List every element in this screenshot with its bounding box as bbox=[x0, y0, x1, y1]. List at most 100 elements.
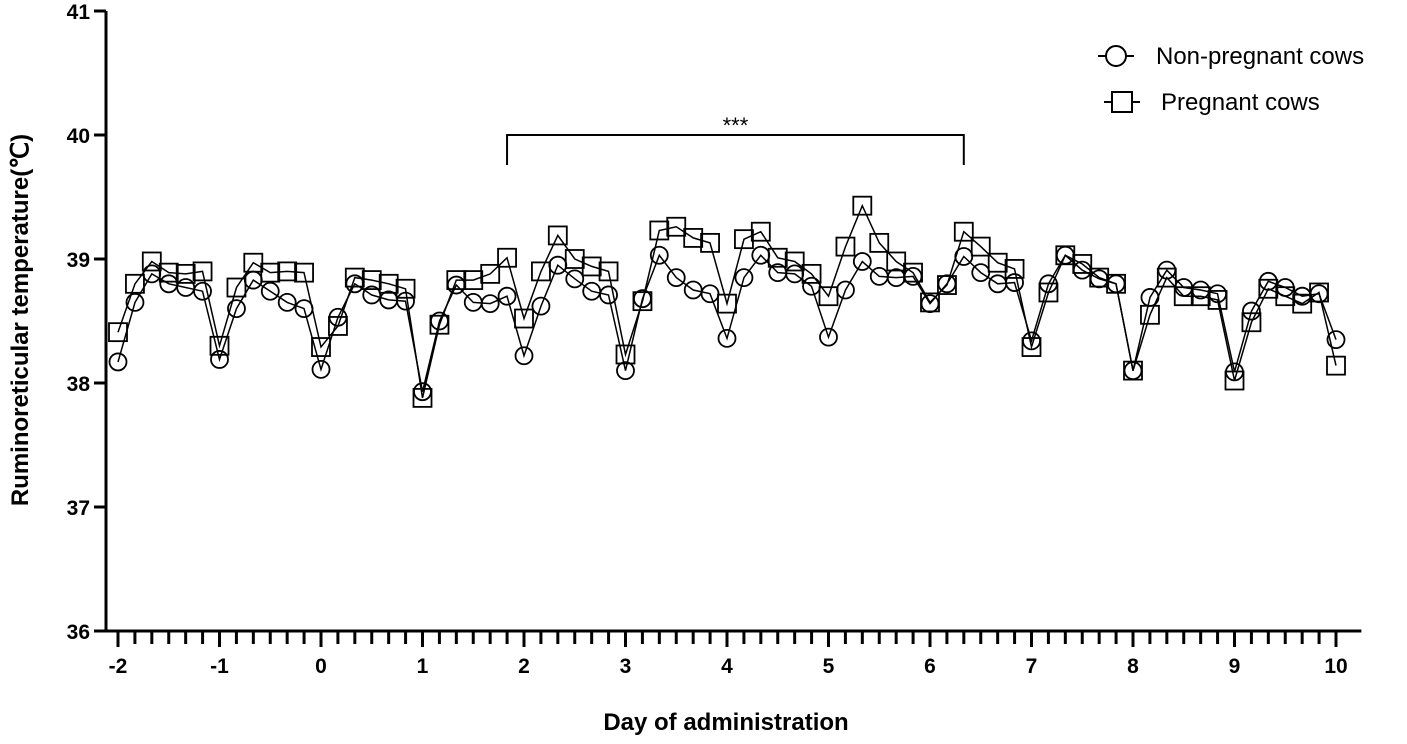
data-point-square bbox=[666, 216, 687, 237]
legend-item-pregnant: Pregnant cows bbox=[1104, 89, 1320, 116]
data-point-square bbox=[1123, 360, 1143, 381]
data-point-circle bbox=[649, 245, 669, 265]
data-point-square bbox=[700, 232, 720, 253]
data-point-circle bbox=[514, 346, 534, 366]
data-point-square bbox=[683, 228, 704, 248]
data-point-square bbox=[886, 251, 907, 272]
data-point-square bbox=[953, 221, 974, 242]
data-point-square bbox=[1326, 355, 1346, 376]
data-point-square bbox=[1292, 293, 1313, 314]
series-line bbox=[117, 203, 1337, 399]
x-tick-label: -2 bbox=[109, 655, 128, 678]
legend-label-non-pregnant: Non-pregnant cows bbox=[1156, 43, 1364, 70]
x-tick-label: 6 bbox=[924, 655, 936, 678]
data-point-circle bbox=[480, 294, 500, 314]
data-point-square bbox=[818, 286, 839, 307]
data-point-square bbox=[970, 236, 991, 257]
y-tick-label: 41 bbox=[67, 1, 91, 24]
data-point-square bbox=[1089, 267, 1110, 288]
data-point-circle bbox=[1326, 330, 1346, 350]
data-point-square bbox=[632, 291, 653, 312]
data-point-square bbox=[412, 387, 433, 408]
data-point-square bbox=[108, 322, 128, 343]
data-point-square bbox=[1072, 254, 1093, 274]
data-point-square bbox=[937, 275, 957, 295]
significance-label: *** bbox=[723, 113, 749, 138]
data-point-circle bbox=[108, 352, 128, 372]
y-tick-label: 38 bbox=[67, 373, 91, 396]
data-point-square bbox=[1241, 312, 1262, 333]
x-tick-label: 4 bbox=[721, 655, 733, 678]
data-point-square bbox=[463, 270, 484, 290]
data-point-square bbox=[801, 263, 822, 284]
data-point-square bbox=[615, 344, 636, 365]
data-point-square bbox=[1004, 259, 1025, 279]
x-tick-label: 8 bbox=[1127, 655, 1139, 678]
data-point-square bbox=[328, 316, 348, 336]
data-point-square bbox=[1173, 286, 1194, 307]
data-point-square bbox=[209, 335, 230, 356]
data-point-circle bbox=[210, 350, 229, 369]
data-point-circle bbox=[125, 292, 145, 312]
data-point-square bbox=[226, 277, 247, 298]
data-point-circle bbox=[311, 359, 331, 379]
data-point-circle bbox=[362, 285, 382, 305]
y-tick-label: 37 bbox=[67, 497, 90, 520]
data-point-square bbox=[158, 262, 179, 283]
data-point-square bbox=[649, 220, 670, 241]
data-point-square bbox=[277, 261, 298, 282]
x-tick-label: 10 bbox=[1324, 655, 1347, 678]
x-tick-label: 3 bbox=[620, 655, 632, 678]
x-tick-label: 9 bbox=[1229, 655, 1241, 678]
data-point-circle bbox=[497, 286, 517, 306]
data-point-circle bbox=[531, 296, 551, 316]
data-point-square bbox=[1275, 286, 1296, 307]
data-point-square bbox=[480, 263, 501, 284]
y-tick-label: 39 bbox=[67, 249, 90, 272]
legend-square-marker bbox=[1111, 91, 1133, 113]
data-point-square bbox=[497, 247, 517, 268]
data-point-circle bbox=[260, 281, 280, 301]
data-point-square bbox=[852, 195, 873, 216]
data-point-square bbox=[734, 229, 754, 250]
data-point-circle bbox=[1005, 273, 1024, 292]
data-point-circle bbox=[852, 252, 872, 271]
legend-circle-marker bbox=[1105, 45, 1127, 67]
data-point-square bbox=[446, 270, 467, 290]
x-axis-title: Day of administration bbox=[603, 709, 848, 736]
data-point-square bbox=[1021, 337, 1042, 357]
data-point-circle bbox=[700, 284, 720, 304]
data-point-square bbox=[767, 247, 788, 268]
data-point-square bbox=[784, 251, 805, 272]
data-point-square bbox=[361, 270, 382, 290]
data-point-circle bbox=[1242, 301, 1261, 321]
x-tick-label: 1 bbox=[417, 655, 429, 678]
data-point-square bbox=[344, 267, 365, 288]
data-point-circle bbox=[565, 269, 585, 289]
axes: 36 37 38 39 40 41 -2 -1 0 1 2 3 4 5 6 7 8 9 10 bbox=[67, 1, 1362, 678]
data-point-circle bbox=[717, 328, 737, 348]
legend-label-pregnant: Pregnant cows bbox=[1161, 89, 1320, 116]
data-point-square bbox=[141, 251, 162, 272]
y-axis-title: Ruminoreticular temperature(℃) bbox=[7, 134, 34, 506]
data-point-square bbox=[903, 262, 923, 283]
data-point-square bbox=[531, 261, 551, 282]
significance-annotation: *** bbox=[506, 113, 965, 165]
data-point-square bbox=[429, 314, 450, 335]
data-point-square bbox=[311, 337, 331, 357]
series-layer bbox=[108, 195, 1346, 408]
legend: Non-pregnant cows Pregnant cows bbox=[1098, 43, 1364, 116]
data-point-square bbox=[260, 262, 281, 283]
data-point-square bbox=[547, 225, 568, 246]
data-point-square bbox=[1224, 370, 1245, 391]
data-point-circle bbox=[277, 292, 297, 312]
data-point-square bbox=[869, 232, 890, 253]
data-point-square bbox=[987, 252, 1008, 273]
series-pregnant bbox=[108, 195, 1346, 408]
x-tick-label: 7 bbox=[1026, 655, 1038, 678]
legend-item-non-pregnant: Non-pregnant cows bbox=[1098, 43, 1364, 70]
y-tick-label: 36 bbox=[67, 621, 90, 644]
data-point-square bbox=[1258, 278, 1279, 299]
data-point-square bbox=[175, 263, 196, 284]
